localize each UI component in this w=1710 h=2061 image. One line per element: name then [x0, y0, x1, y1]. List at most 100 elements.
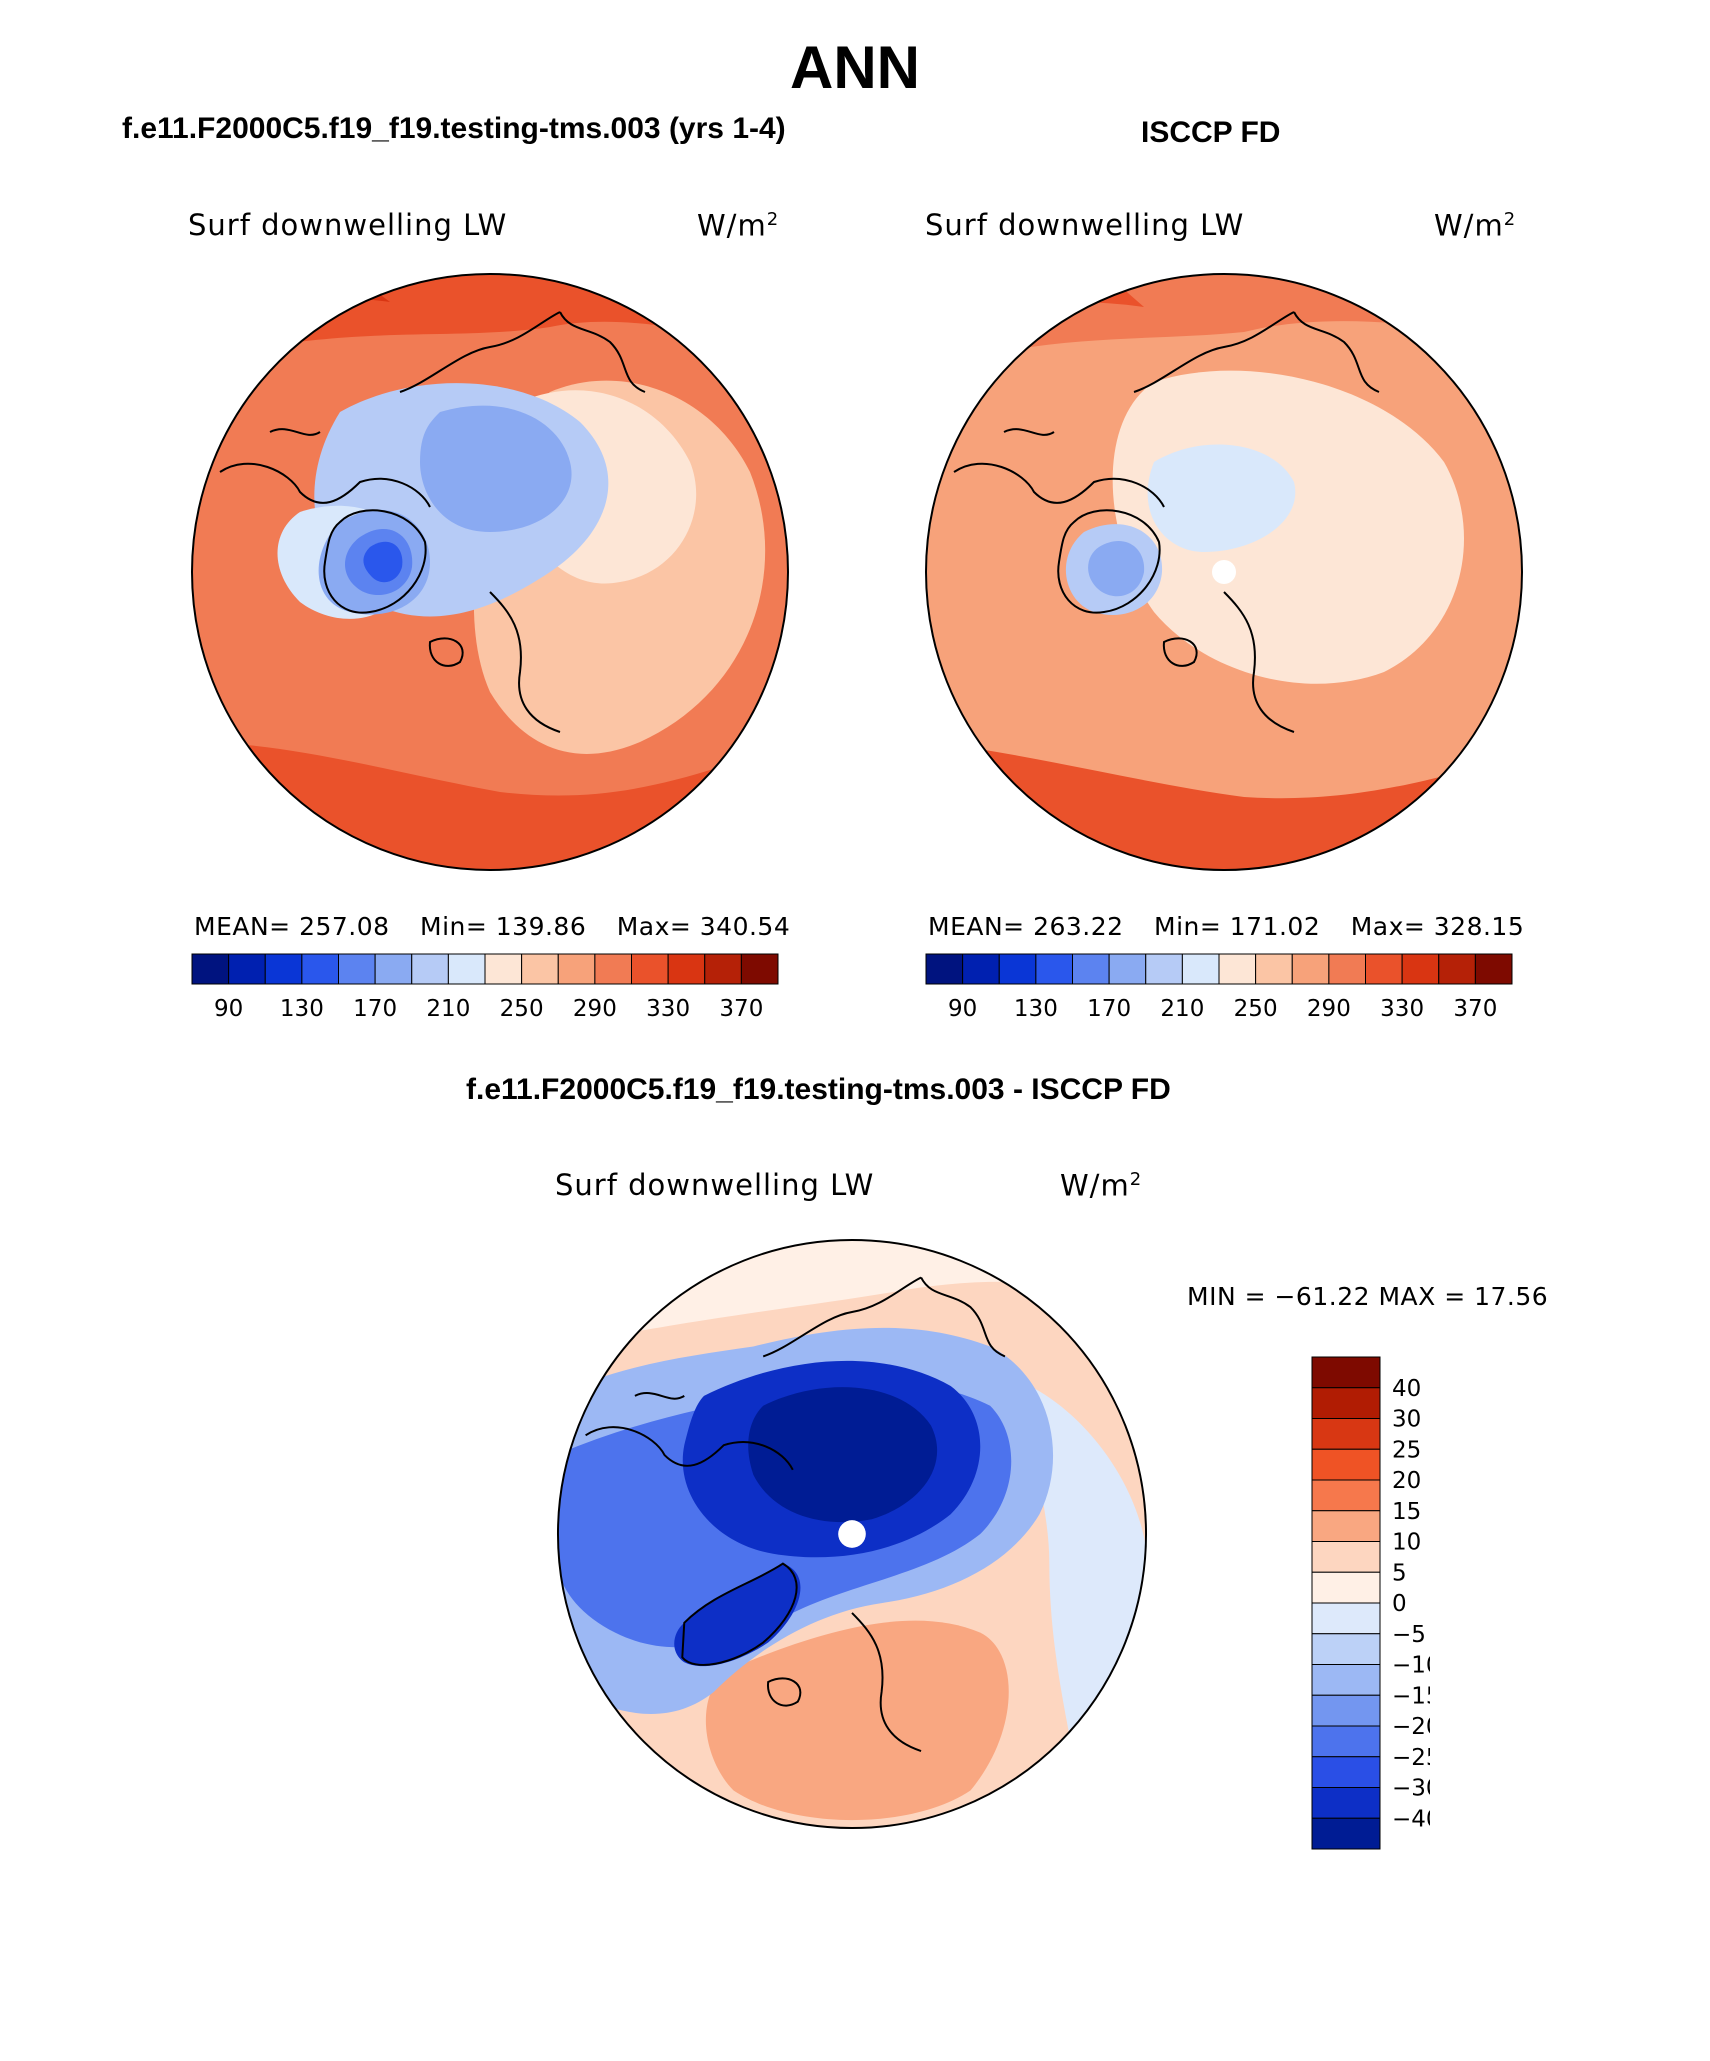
- panel-2-colorbar-box: [1291, 953, 1330, 985]
- panel-1-colorbar-box: [191, 953, 230, 985]
- panel-1-colorbar-box: [264, 953, 303, 985]
- panel-2-colorbar-box: [1474, 953, 1513, 985]
- panel-1-colorbar-tick-label: 250: [500, 996, 544, 1022]
- panel-1-colorbar-tick-label: 130: [280, 996, 324, 1022]
- panel-2-colorbar-box: [1255, 953, 1293, 985]
- panel-2-map: [925, 273, 1523, 871]
- map-boundary: [191, 273, 789, 871]
- panel-2-stats: MEAN= 263.22 Min= 171.02 Max= 328.15: [928, 912, 1524, 942]
- panel-3-colorbar-box: [1311, 1448, 1381, 1481]
- coastlines: [953, 311, 1380, 733]
- panel-3-colorbar: 40 30 25 20 15 10 5 0 −5 −10 −15 −20 −25 −30 −40: [1311, 1356, 1430, 1850]
- panel-3-colorbar-tick-label: −20: [1392, 1714, 1430, 1740]
- panel-1-min: Min= 139.86: [420, 912, 587, 941]
- panel-3-colorbar-box: [1311, 1725, 1381, 1758]
- panel-2-colorbar-tick-label: 210: [1160, 996, 1204, 1022]
- panel-3-colorbar-box: [1311, 1633, 1381, 1665]
- panel-2-min: Min= 171.02: [1154, 912, 1321, 941]
- panel-1-colorbar-tick-label: 210: [426, 996, 470, 1022]
- panel-2-colorbar-tick-label: 330: [1380, 996, 1424, 1022]
- panel-3-colorbar-box: [1311, 1787, 1381, 1819]
- panel-2-colorbar-tick-label: 170: [1087, 996, 1131, 1022]
- pole-hole: [1212, 560, 1236, 584]
- greenland-core: [363, 541, 403, 583]
- panel-3-colorbar-tick-label: 30: [1392, 1407, 1421, 1433]
- panel-2-colorbar-box: [1145, 953, 1183, 985]
- coastlines: [585, 1276, 1006, 1753]
- panel-3-colorbar-tick-label: 15: [1392, 1499, 1421, 1525]
- map-boundary: [925, 273, 1523, 871]
- panel-2-colorbar: 90 130 170 210 250 290 330 370: [925, 953, 1513, 1022]
- panel-1-heading: f.e11.F2000C5.f19_f19.testing-tms.003 (y…: [122, 112, 786, 145]
- panel-2-variable: Surf downwelling LW: [925, 208, 1245, 242]
- central-arctic-region: [1147, 444, 1296, 552]
- pole-max-deficit: [748, 1387, 938, 1523]
- panel-1-colorbar-box: [374, 953, 413, 985]
- panel-3-colorbar-box: [1311, 1756, 1381, 1788]
- panel-2-colorbar-box: [1108, 953, 1147, 985]
- panel-3-colorbar-tick-label: 10: [1392, 1530, 1421, 1556]
- panel-3-colorbar-tick-label: −5: [1392, 1622, 1426, 1648]
- panel-3-colorbar-tick-label: 20: [1392, 1468, 1421, 1494]
- panel-1-max: Max= 340.54: [616, 912, 791, 941]
- panel-1-colorbar-tick-label: 290: [573, 996, 617, 1022]
- panel-3-colorbar-tick-label: 40: [1392, 1376, 1421, 1402]
- map-boundary: [556, 1238, 1148, 1830]
- panel-2-colorbar-tick-label: 250: [1234, 996, 1278, 1022]
- panel-3-colorbar-box: [1311, 1356, 1381, 1389]
- panel-1-colorbar-box: [704, 953, 742, 985]
- panel-2-colorbar-tick-label: 130: [1014, 996, 1058, 1022]
- panel-1-colorbar-tick-label: 170: [353, 996, 397, 1022]
- panel-1-colorbar: 90 130 170 210 250 290 330 370: [191, 953, 779, 1022]
- panel-2-units: W/m2: [1434, 208, 1517, 243]
- panel-2-colorbar-box: [1035, 953, 1073, 985]
- panel-2-mean: MEAN= 263.22: [928, 912, 1124, 941]
- panel-3-colorbar-box: [1311, 1694, 1381, 1727]
- panel-1-colorbar-box: [301, 953, 339, 985]
- panel-1-colorbar-box: [447, 953, 486, 985]
- panel-1-colorbar-box: [594, 953, 632, 985]
- panel-3-colorbar-tick-label: 25: [1392, 1437, 1421, 1463]
- panel-3-heading: f.e11.F2000C5.f19_f19.testing-tms.003 - …: [466, 1073, 1171, 1106]
- central-arctic-region: [420, 405, 572, 532]
- panel-3-colorbar-tick-label: 0: [1392, 1591, 1407, 1617]
- panel-3-variable: Surf downwelling LW: [555, 1168, 875, 1202]
- panel-2-colorbar-box: [1438, 953, 1476, 985]
- greenland-interior: [1088, 541, 1145, 597]
- panel-2-max: Max= 328.15: [1350, 912, 1525, 941]
- panel-3-colorbar-tick-label: −40: [1392, 1806, 1430, 1832]
- panel-2-colorbar-box: [925, 953, 964, 985]
- panel-3-colorbar-box: [1311, 1541, 1381, 1573]
- panel-2-colorbar-box: [998, 953, 1037, 985]
- panel-3-colorbar-tick-label: 5: [1392, 1560, 1407, 1586]
- panel-2-colorbar-box: [1181, 953, 1220, 985]
- panel-1-colorbar-box: [557, 953, 596, 985]
- panel-2-colorbar-box: [1328, 953, 1366, 985]
- panel-1-colorbar-tick-label: 330: [646, 996, 690, 1022]
- panel-1-colorbar-box: [411, 953, 449, 985]
- panel-2-colorbar-box: [1218, 953, 1257, 985]
- panel-3-colorbar-tick-label: −10: [1392, 1653, 1430, 1679]
- panel-3-colorbar-box: [1311, 1571, 1381, 1604]
- panel-3-colorbar-box: [1311, 1602, 1381, 1635]
- panel-3-colorbar-box: [1311, 1387, 1381, 1419]
- panel-3-colorbar-box: [1311, 1418, 1381, 1450]
- page-title: ANN: [790, 34, 920, 101]
- panel-3-colorbar-tick-label: −30: [1392, 1776, 1430, 1802]
- panel-1-colorbar-box: [338, 953, 376, 985]
- panel-2-colorbar-tick-label: 90: [948, 996, 977, 1022]
- panel-3-units: W/m2: [1060, 1168, 1143, 1203]
- panel-2-colorbar-box: [1365, 953, 1403, 985]
- coastlines: [219, 311, 646, 733]
- panel-3-colorbar-box: [1311, 1479, 1381, 1512]
- panel-3-minmax: MIN = −61.22 MAX = 17.56: [1187, 1282, 1549, 1311]
- panel-2-colorbar-box: [962, 953, 1000, 985]
- panel-1-colorbar-box: [740, 953, 779, 985]
- panel-2-colorbar-tick-label: 370: [1453, 996, 1497, 1022]
- panel-3-colorbar-tick-label: −25: [1392, 1745, 1430, 1771]
- panel-1-colorbar-box: [484, 953, 523, 985]
- panel-1-colorbar-box: [631, 953, 669, 985]
- panel-1-colorbar-box: [521, 953, 559, 985]
- panel-1-colorbar-box: [667, 953, 706, 985]
- panel-1-colorbar-box: [228, 953, 266, 985]
